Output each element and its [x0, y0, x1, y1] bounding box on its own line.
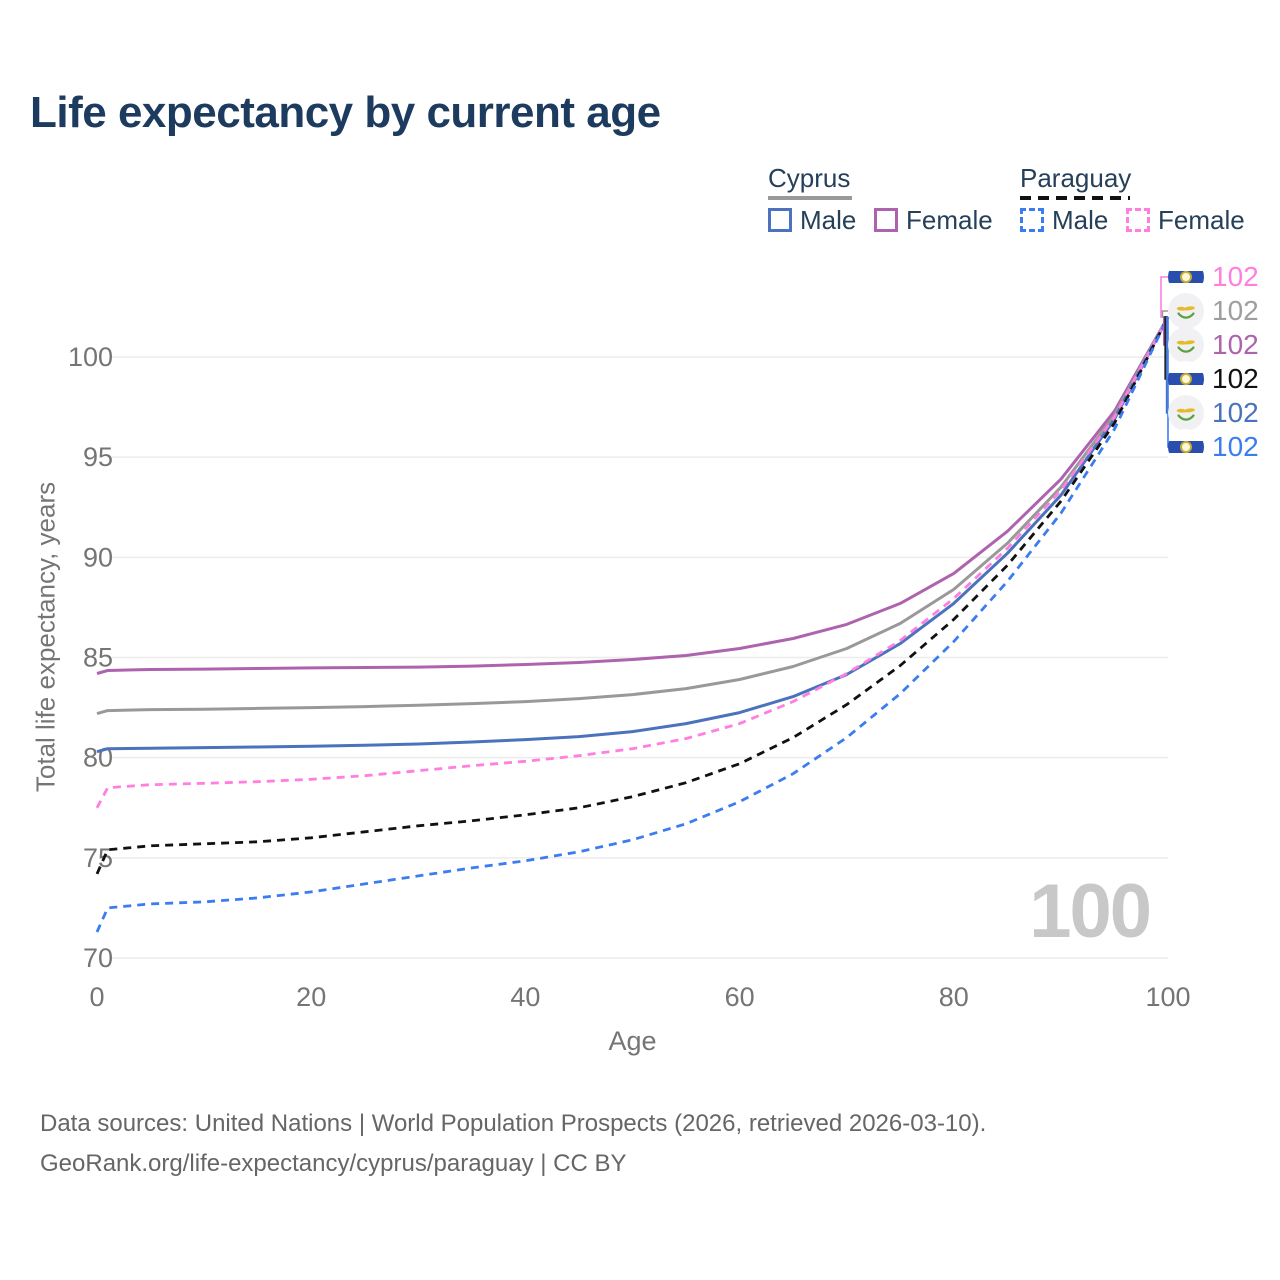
x-tick-label: 60 [725, 982, 755, 1012]
end-label-value: 102 [1212, 397, 1259, 428]
paraguay-male-swatch-icon [1020, 208, 1044, 232]
end-label-value: 102 [1212, 261, 1259, 292]
age-watermark: 100 [1029, 869, 1152, 954]
legend-paraguay-label[interactable]: Paraguay [1020, 163, 1132, 193]
paraguay-female-swatch-icon [1126, 208, 1150, 232]
page-title: Life expectancy by current age [30, 88, 661, 137]
end-label-cyprus-female: 102 [1168, 327, 1259, 363]
y-tick-label: 80 [83, 743, 113, 773]
series-line-cyprus_female[interactable] [96, 316, 1170, 675]
series-line-paraguay_male[interactable] [95, 316, 1170, 933]
legend-item-paraguay-male[interactable]: Male [1020, 204, 1109, 235]
legend-item-label: Female [906, 204, 993, 235]
y-tick-label: 90 [83, 542, 113, 572]
series-line-cyprus_combined[interactable] [96, 316, 1170, 716]
x-tick-label: 100 [1145, 982, 1190, 1012]
y-tick-label: 95 [83, 442, 113, 472]
cyprus-male-swatch-icon [768, 208, 792, 232]
x-tick-label: 40 [510, 982, 540, 1012]
end-label-value: 102 [1212, 295, 1259, 326]
cyprus-female-swatch-icon [874, 208, 898, 232]
legend-item-paraguay-female[interactable]: Female [1126, 204, 1245, 235]
y-tick-label: 70 [83, 943, 113, 973]
gridlines [112, 356, 1168, 959]
y-tick-label: 85 [83, 643, 113, 673]
series-lines [95, 316, 1170, 933]
x-axis-title: Age [608, 1026, 657, 1056]
cyprus-flag-icon [1168, 293, 1204, 329]
legend-item-label: Female [1158, 204, 1245, 235]
cyprus-flag-icon [1168, 395, 1204, 431]
cyprus-flag-icon [1168, 327, 1204, 363]
end-label-paraguay-male: 102 [1168, 429, 1259, 465]
end-label-value: 102 [1212, 363, 1259, 394]
footer-source-line: Data sources: United Nations | World Pop… [40, 1110, 987, 1137]
legend-cyprus-label[interactable]: Cyprus [768, 163, 851, 193]
paraguay-flag-icon [1168, 361, 1204, 397]
end-label-paraguay-female: 102 [1168, 259, 1259, 295]
series-line-cyprus_male[interactable] [96, 316, 1170, 754]
end-label-cyprus-male: 102 [1168, 395, 1259, 431]
footer-attribution-line: GeoRank.org/life-expectancy/cyprus/parag… [40, 1150, 627, 1177]
paraguay-dashed-line-sample [1020, 196, 1130, 200]
paraguay-flag-icon [1168, 429, 1204, 465]
y-tick-label: 100 [68, 342, 113, 372]
x-tick-labels: 0 20 40 60 80 100 [89, 982, 1190, 1012]
cyprus-solid-line-sample [768, 196, 852, 200]
legend-item-label: Male [1052, 204, 1109, 235]
end-label-cyprus-combined: 102 [1168, 293, 1259, 329]
x-tick-label: 0 [89, 982, 104, 1012]
series-line-paraguay_female[interactable] [95, 316, 1170, 809]
x-tick-label: 20 [296, 982, 326, 1012]
y-axis-title: Total life expectancy, years [30, 481, 61, 793]
end-label-paraguay-combined: 102 [1168, 361, 1259, 397]
legend-item-cyprus-male[interactable]: Male [768, 204, 857, 235]
series-line-paraguay_combined[interactable] [95, 316, 1170, 875]
x-tick-label: 80 [939, 982, 969, 1012]
legend-item-label: Male [800, 204, 857, 235]
end-label-value: 102 [1212, 329, 1259, 360]
paraguay-flag-icon [1168, 259, 1204, 295]
y-tick-labels: 70 75 80 85 90 95 100 [68, 342, 113, 973]
end-label-value: 102 [1212, 431, 1259, 462]
y-tick-label: 75 [83, 843, 113, 873]
legend-item-cyprus-female[interactable]: Female [874, 204, 993, 235]
